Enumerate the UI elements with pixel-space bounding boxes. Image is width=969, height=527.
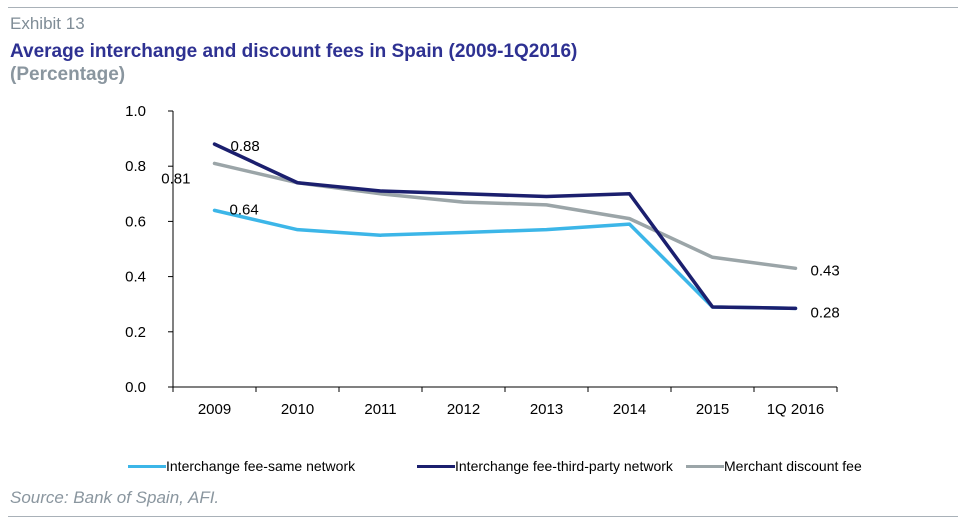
data-label: 0.28	[811, 304, 840, 321]
y-tick-label: 0.8	[125, 158, 146, 175]
top-rule	[8, 7, 958, 8]
series-line-merchant-discount	[212, 161, 798, 271]
x-tick-label: 2013	[530, 401, 563, 418]
x-tick-label: 2012	[447, 401, 480, 418]
y-tick-label: 0.2	[125, 324, 146, 341]
legend-label-merchant-discount: Merchant discount fee	[724, 458, 862, 474]
legend-swatch-merchant-discount	[686, 464, 724, 468]
chart-title: Average interchange and discount fees in…	[10, 41, 578, 62]
legend-swatch-third-party	[417, 464, 455, 468]
series-line-same-network	[212, 208, 798, 311]
legend-item-third-party: Interchange fee-third-party network	[417, 456, 673, 476]
legend-item-same-network: Interchange fee-same network	[128, 456, 355, 476]
legend-label-same-network: Interchange fee-same network	[166, 458, 356, 474]
y-tick-label: 0.0	[125, 379, 146, 396]
y-tick-label: 0.4	[125, 269, 146, 286]
exhibit-label: Exhibit 13	[10, 14, 85, 33]
legend-swatch-same-network	[128, 464, 166, 468]
series-line-third-party	[212, 142, 798, 311]
legend-item-merchant-discount: Merchant discount fee	[686, 456, 862, 476]
x-tick-label: 2009	[198, 401, 231, 418]
data-label: 0.88	[231, 138, 260, 155]
y-tick-label: 0.6	[125, 213, 146, 230]
y-tick-label: 1.0	[125, 103, 146, 120]
x-tick-label: 2011	[364, 401, 396, 418]
x-tick-label: 1Q 2016	[767, 401, 825, 418]
data-label: 0.43	[811, 262, 840, 279]
legend-label-third-party: Interchange fee-third-party network	[455, 458, 673, 474]
data-label: 0.81	[161, 170, 190, 187]
x-tick-label: 2015	[696, 401, 729, 418]
bottom-rule	[8, 516, 958, 517]
source-note: Source: Bank of Spain, AFI.	[10, 488, 220, 507]
x-tick-label: 2014	[613, 401, 646, 418]
x-tick-label: 2010	[281, 401, 314, 418]
chart-subtitle: (Percentage)	[10, 64, 126, 85]
data-label: 0.64	[230, 201, 259, 218]
